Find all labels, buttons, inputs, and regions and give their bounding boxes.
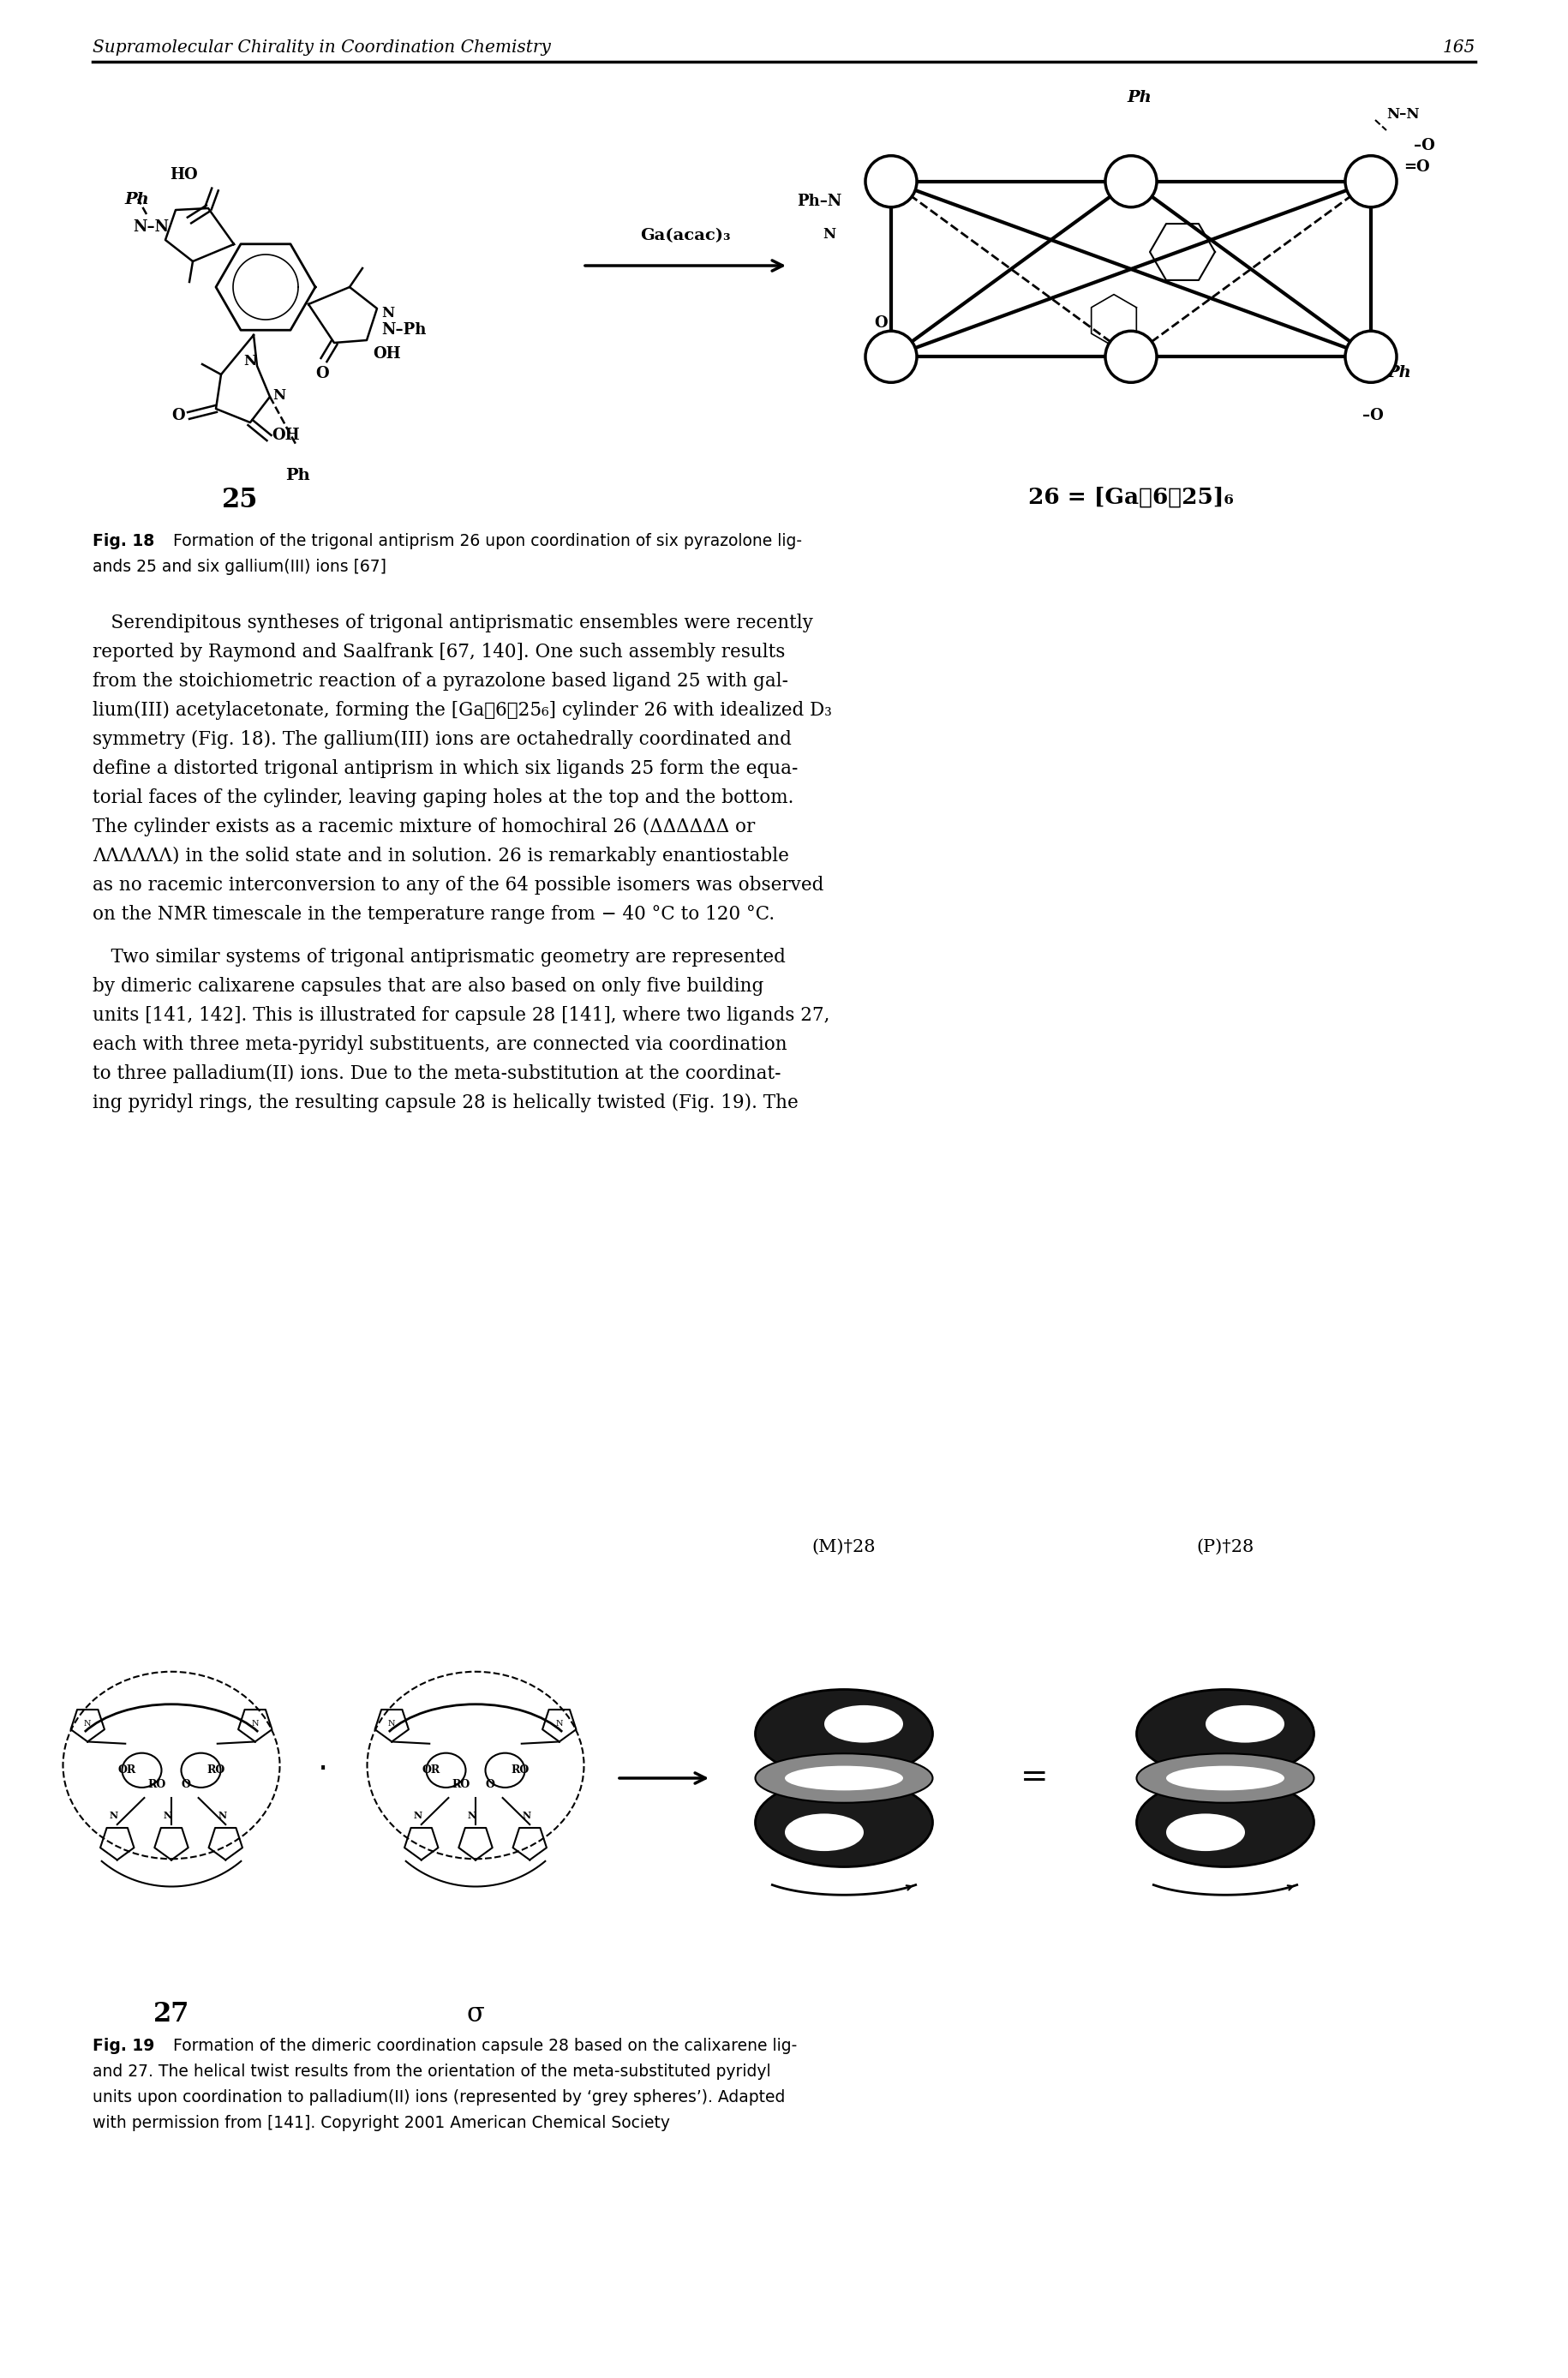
Text: 27: 27: [154, 2000, 190, 2028]
Text: N: N: [273, 388, 285, 402]
Text: N: N: [243, 354, 256, 369]
Text: Ga(acac)₃: Ga(acac)₃: [640, 228, 731, 243]
Text: =: =: [1021, 1762, 1047, 1793]
Text: RO: RO: [452, 1779, 470, 1791]
Text: ands 25 and six gallium(III) ions [67]: ands 25 and six gallium(III) ions [67]: [93, 559, 386, 575]
Text: from the stoichiometric reaction of a pyrazolone based ligand 25 with gal-: from the stoichiometric reaction of a py…: [93, 673, 789, 690]
Text: torial faces of the cylinder, leaving gaping holes at the top and the bottom.: torial faces of the cylinder, leaving ga…: [93, 789, 793, 806]
Circle shape: [866, 155, 917, 207]
Text: Serendipitous syntheses of trigonal antiprismatic ensembles were recently: Serendipitous syntheses of trigonal anti…: [93, 614, 814, 633]
Text: –O: –O: [1414, 138, 1435, 155]
Text: Formation of the dimeric coordination capsule 28 based on the calixarene lig-: Formation of the dimeric coordination ca…: [163, 2038, 797, 2055]
Text: OH: OH: [373, 347, 401, 361]
Text: on the NMR timescale in the temperature range from − 40 °C to 120 °C.: on the NMR timescale in the temperature …: [93, 906, 775, 923]
Text: to three palladium(II) ions. Due to the meta-substitution at the coordinat-: to three palladium(II) ions. Due to the …: [93, 1065, 781, 1084]
Text: HO: HO: [169, 166, 198, 183]
Text: N: N: [163, 1812, 172, 1822]
Text: with permission from [141]. Copyright 2001 American Chemical Society: with permission from [141]. Copyright 20…: [93, 2114, 670, 2131]
Text: –O: –O: [1363, 409, 1383, 423]
Text: ing pyridyl rings, the resulting capsule 28 is helically twisted (Fig. 19). The: ing pyridyl rings, the resulting capsule…: [93, 1094, 798, 1113]
Text: 25: 25: [221, 487, 259, 514]
Text: O: O: [873, 316, 887, 331]
Text: ΛΛΛΛΛΛ) in the solid state and in solution. 26 is remarkably enantiostable: ΛΛΛΛΛΛ) in the solid state and in soluti…: [93, 847, 789, 866]
Text: σ: σ: [467, 2000, 485, 2028]
Text: Formation of the trigonal antiprism 26 upon coordination of six pyrazolone lig-: Formation of the trigonal antiprism 26 u…: [163, 533, 801, 549]
Text: units upon coordination to palladium(II) ions (represented by ‘grey spheres’). A: units upon coordination to palladium(II)…: [93, 2090, 786, 2105]
Text: (M)†28: (M)†28: [812, 1539, 877, 1555]
Text: N–N: N–N: [133, 219, 169, 235]
Circle shape: [1345, 155, 1397, 207]
Text: O: O: [171, 409, 185, 423]
Ellipse shape: [786, 1814, 864, 1850]
Ellipse shape: [756, 1779, 933, 1867]
Ellipse shape: [1137, 1688, 1314, 1779]
Text: The cylinder exists as a racemic mixture of homochiral 26 (ΔΔΔΔΔΔ or: The cylinder exists as a racemic mixture…: [93, 818, 756, 837]
Ellipse shape: [786, 1767, 903, 1791]
Text: as no racemic interconversion to any of the 64 possible isomers was observed: as no racemic interconversion to any of …: [93, 875, 823, 894]
Text: O: O: [486, 1779, 495, 1791]
Text: N: N: [251, 1719, 259, 1729]
Ellipse shape: [756, 1688, 933, 1779]
Text: 165: 165: [1443, 40, 1475, 55]
Text: and 27. The helical twist results from the orientation of the meta-substituted p: and 27. The helical twist results from t…: [93, 2064, 771, 2081]
Text: by dimeric calixarene capsules that are also based on only five building: by dimeric calixarene capsules that are …: [93, 977, 764, 996]
Text: N: N: [555, 1719, 563, 1729]
Text: Ph: Ph: [285, 468, 310, 483]
Text: O: O: [182, 1779, 191, 1791]
Text: each with three meta-pyridyl substituents, are connected via coordination: each with three meta-pyridyl substituent…: [93, 1034, 787, 1053]
Text: O: O: [315, 366, 329, 380]
Text: Ph: Ph: [1386, 366, 1411, 380]
Text: units [141, 142]. This is illustrated for capsule 28 [141], where two ligands 27: units [141, 142]. This is illustrated fo…: [93, 1006, 829, 1025]
Ellipse shape: [1137, 1779, 1314, 1867]
Text: N: N: [823, 226, 836, 243]
Ellipse shape: [1137, 1753, 1314, 1803]
Text: OR: OR: [422, 1764, 441, 1776]
Text: RO: RO: [511, 1764, 528, 1776]
Circle shape: [1345, 331, 1397, 383]
Text: Ph: Ph: [124, 193, 149, 207]
Text: symmetry (Fig. 18). The gallium(III) ions are octahedrally coordinated and: symmetry (Fig. 18). The gallium(III) ion…: [93, 730, 792, 749]
Text: ·: ·: [318, 1753, 328, 1786]
Text: OR: OR: [118, 1764, 136, 1776]
Ellipse shape: [825, 1705, 903, 1743]
Ellipse shape: [1167, 1814, 1245, 1850]
Text: lium(III) acetylacetonate, forming the [Ga625₆] cylinder 26 with idealized D₃: lium(III) acetylacetonate, forming the […: [93, 702, 833, 721]
Circle shape: [1105, 331, 1157, 383]
Ellipse shape: [1206, 1705, 1284, 1743]
Text: OH: OH: [271, 428, 299, 442]
Text: =O: =O: [1403, 159, 1430, 176]
Text: Ph–N: Ph–N: [797, 193, 842, 209]
Text: N–N: N–N: [1386, 107, 1419, 121]
Text: Fig. 18: Fig. 18: [93, 533, 154, 549]
Text: RO: RO: [147, 1779, 166, 1791]
Ellipse shape: [1167, 1767, 1284, 1791]
Text: N: N: [381, 307, 394, 321]
Text: RO: RO: [207, 1764, 224, 1776]
Text: N: N: [218, 1812, 226, 1822]
Text: N: N: [467, 1812, 477, 1822]
Text: N: N: [110, 1812, 118, 1822]
Text: Two similar systems of trigonal antiprismatic geometry are represented: Two similar systems of trigonal antipris…: [93, 949, 786, 965]
Text: reported by Raymond and Saalfrank [67, 140]. One such assembly results: reported by Raymond and Saalfrank [67, 1…: [93, 642, 786, 661]
Text: N: N: [522, 1812, 530, 1822]
Text: (P)†28: (P)†28: [1196, 1539, 1254, 1555]
Text: N–Ph: N–Ph: [381, 321, 426, 338]
Text: Supramolecular Chirality in Coordination Chemistry: Supramolecular Chirality in Coordination…: [93, 40, 550, 55]
Text: 26 = [Ga625]₆: 26 = [Ga625]₆: [1029, 487, 1234, 509]
Text: Fig. 19: Fig. 19: [93, 2038, 155, 2055]
Text: N: N: [389, 1719, 395, 1729]
Circle shape: [1105, 155, 1157, 207]
Text: define a distorted trigonal antiprism in which six ligands 25 form the equa-: define a distorted trigonal antiprism in…: [93, 759, 798, 778]
Text: N: N: [85, 1719, 91, 1729]
Circle shape: [866, 331, 917, 383]
Text: N: N: [414, 1812, 422, 1822]
Text: Ph: Ph: [1127, 90, 1152, 105]
Ellipse shape: [756, 1753, 933, 1803]
